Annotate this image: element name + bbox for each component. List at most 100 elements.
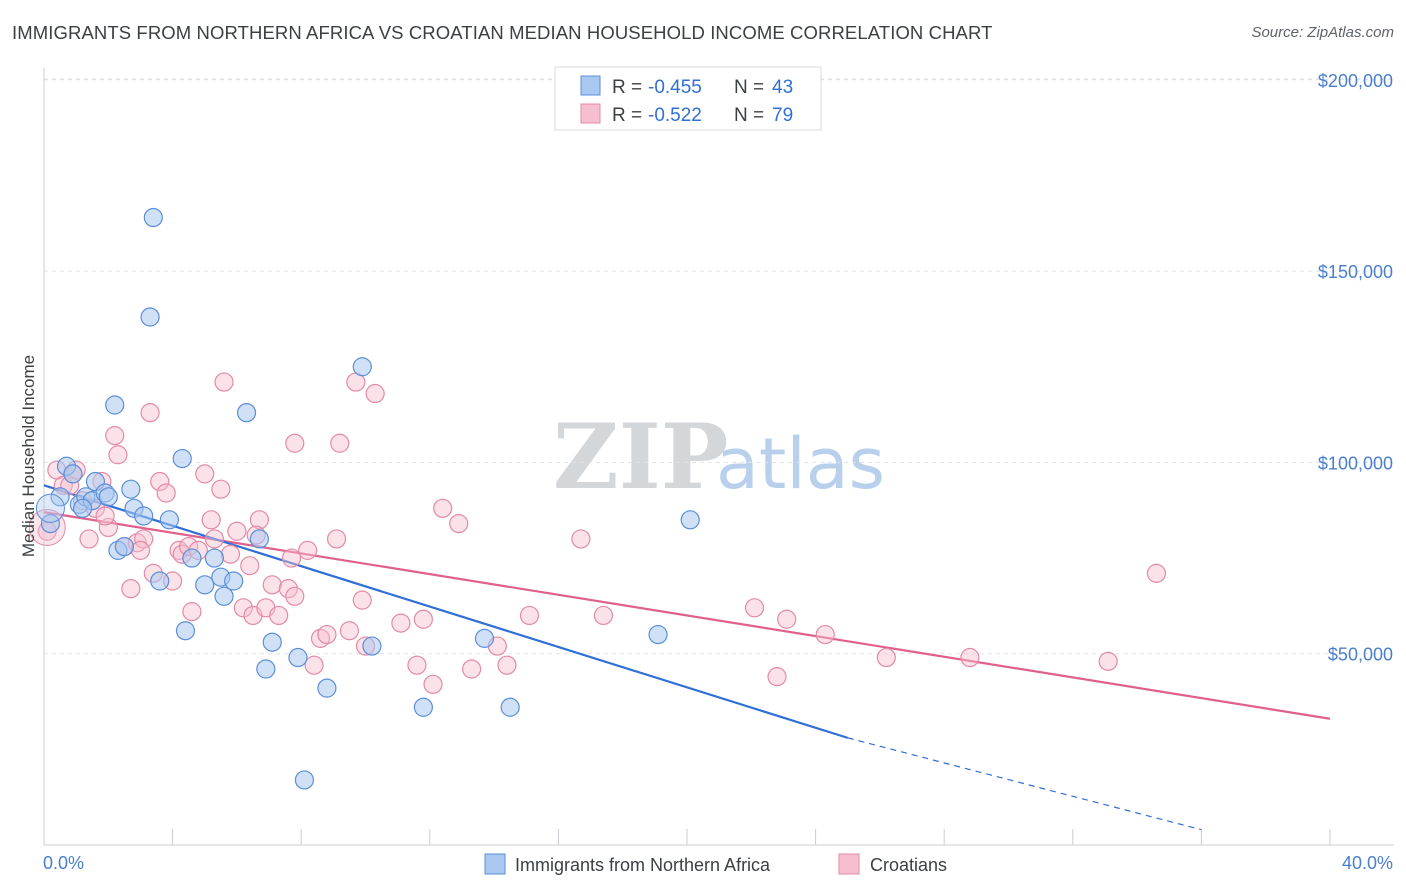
y-tick-label: $150,000 [1318,262,1393,282]
croatians-point [449,514,469,534]
croatians-point [201,510,221,530]
croatians-point [497,655,517,675]
croatians-point [262,575,282,595]
croatians-point [108,445,128,465]
immigrants-point [236,403,257,423]
croatians-point [150,471,170,492]
immigrants-point [680,510,700,530]
y-tick-label: $200,000 [1318,71,1393,91]
croatians-point [777,609,797,629]
x-tick-label-min: 0.0% [43,853,84,873]
croatians-point [227,521,247,541]
croatians-point [240,556,260,576]
immigrants-point [150,571,170,591]
chart-source: Source: ZipAtlas.com [1251,24,1394,41]
croatians-point [182,602,202,622]
immigrants-point [40,514,61,534]
immigrants-point [294,770,315,790]
immigrants-point [214,586,234,606]
croatians-point [365,383,385,404]
stats-r-value-1: -0.455 [648,77,702,98]
immigrants-point [182,548,202,568]
legend-swatch-immigrants [484,853,506,875]
stats-n-value-1: 43 [772,77,793,98]
croatians-point [298,540,318,560]
stats-r-label-2: R = [612,105,642,126]
legend-label-immigrants: Immigrants from Northern Africa [515,855,771,875]
stats-n-label-2: N = [734,105,764,126]
immigrants-point [98,487,118,507]
croatians-point [317,624,337,645]
immigrants-point [105,395,125,415]
stats-n-label-1: N = [734,77,764,98]
immigrants-point [288,647,308,668]
croatians-point [156,483,176,503]
croatians-point [249,510,270,530]
gridlines: $50,000 $100,000 $150,000 $200,000 [44,71,1394,665]
immigrants-point [159,510,179,530]
croatians-point [204,529,224,549]
immigrants-point [262,632,282,652]
croatians-point [134,529,154,549]
croatians-point [211,479,231,499]
croatians-point [876,647,896,668]
croatians-point [1098,651,1118,671]
immigrants-point [72,498,93,518]
croatians-point [285,433,305,453]
immigrants-point [224,571,244,591]
immigrants-point [256,659,276,679]
immigrants-point [114,536,134,557]
series-legend: Immigrants from Northern Africa Croatian… [484,853,947,875]
croatians-point [195,464,215,484]
immigrants-point [35,493,65,523]
croatians-point [339,621,360,641]
immigrants-point [413,697,433,717]
chart-title: IMMIGRANTS FROM NORTHERN AFRICA VS CROAT… [12,22,993,43]
immigrants-trend-line [43,484,849,739]
stats-r-label-1: R = [612,77,642,98]
stats-legend-swatch-blue [580,75,601,96]
croatians-point [767,667,787,687]
immigrants-point [134,506,154,526]
croatians-point [330,433,350,453]
croatians-point [278,579,298,599]
immigrants-points [35,207,700,790]
immigrants-point [500,697,520,717]
croatians-point [413,609,433,629]
immigrants-point [140,307,160,327]
croatians-point [105,426,125,446]
immigrants-point [50,487,70,507]
stats-n-value-2: 79 [772,105,793,126]
immigrants-point [63,464,83,484]
immigrants-point [172,448,192,469]
croatians-point [95,506,115,526]
croatians-point [285,586,305,606]
immigrants-point [362,636,382,656]
immigrants-trend-extension [847,737,1202,831]
croatians-point [121,579,141,599]
x-tick-label-max: 40.0% [1342,853,1393,873]
immigrants-point [317,678,337,698]
immigrants-point [249,529,270,549]
immigrants-point [143,207,163,228]
legend-label-croatians: Croatians [870,855,947,875]
croatians-point [815,624,835,645]
croatians-point [220,544,241,564]
croatians-point [960,647,980,668]
stats-legend-swatch-pink [580,103,601,124]
y-axis-label: Median Household Income [19,355,38,557]
immigrants-point [121,479,141,499]
stats-legend: R = -0.455 N = 43 R = -0.522 N = 79 [554,66,822,131]
croatians-point [744,598,765,618]
croatians-point [233,598,253,618]
immigrants-point [474,628,495,648]
croatians-point [304,655,324,675]
croatians-point [140,403,160,423]
croatians-point [423,674,443,694]
croatians-point [79,529,99,549]
immigrants-point [352,357,372,377]
immigrants-point [204,548,224,568]
croatians-point [407,655,427,675]
croatians-point [461,659,482,679]
